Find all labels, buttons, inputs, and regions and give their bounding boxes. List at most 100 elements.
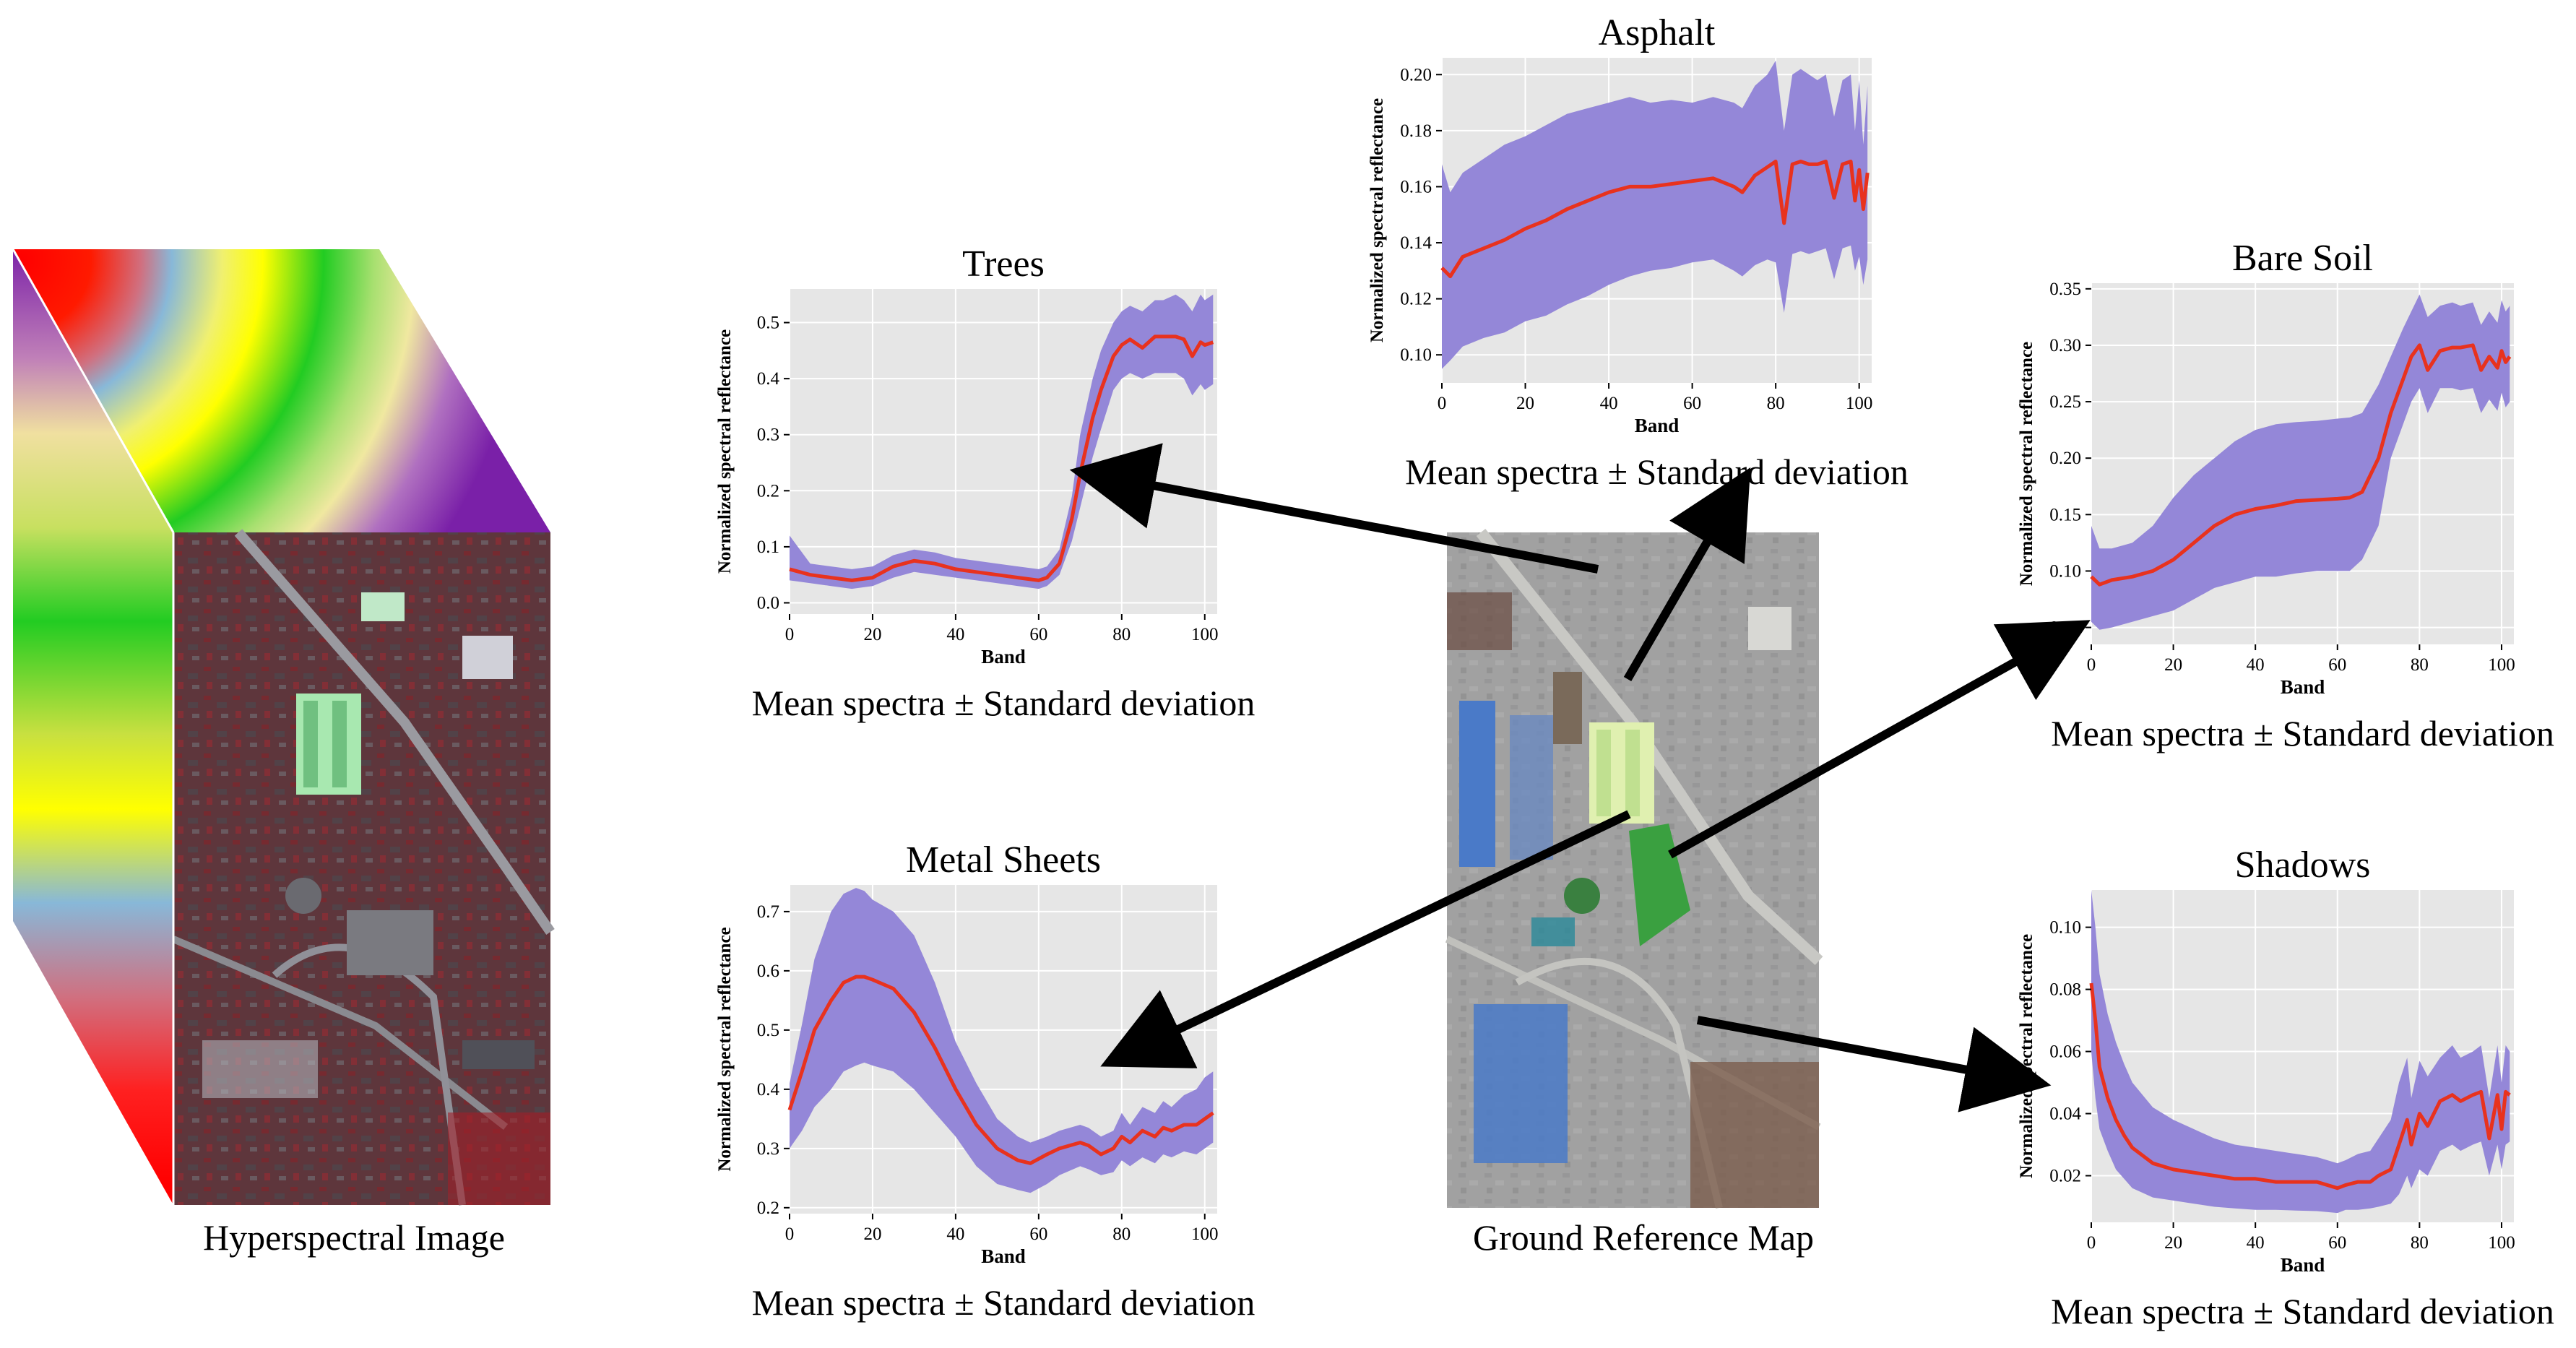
y-axis-label: Normalized spectral reflectance — [715, 927, 735, 1171]
x-tick-label: 100 — [1191, 1224, 1219, 1244]
y-tick-label: 0.2 — [757, 481, 779, 501]
y-tick-label: 0.5 — [757, 1021, 779, 1040]
ground-map-label: Ground Reference Map — [1473, 1217, 1814, 1258]
y-axis-label: Normalized spectral reflectance — [2017, 934, 2036, 1178]
mean-line — [2089, 982, 2511, 1191]
y-axis-label: Normalized spectral reflectance — [715, 329, 735, 574]
y-axis-label: Normalized spectral reflectance — [2017, 342, 2036, 586]
cube-top-face — [13, 249, 550, 532]
y-tick-label: 0.7 — [757, 902, 779, 922]
x-tick-label: 40 — [2247, 655, 2265, 675]
x-tick-label: 0 — [2087, 655, 2096, 675]
y-tick-label: 0.3 — [757, 425, 779, 445]
std-band — [2091, 890, 2510, 1214]
arrow-to-asphalt — [1623, 467, 1751, 682]
x-tick-label: 40 — [2247, 1233, 2265, 1253]
y-tick-label: 0.25 — [2049, 392, 2081, 412]
y-tick-label: 0.12 — [1400, 290, 1432, 309]
x-tick-label: 80 — [1112, 1224, 1131, 1244]
chart-title: Trees — [962, 243, 1045, 285]
x-tick-label: 60 — [1029, 1224, 1047, 1244]
hyperspectral-cube — [12, 249, 555, 1206]
std-band — [790, 888, 1214, 1193]
x-tick-label: 20 — [2164, 1233, 2182, 1253]
x-tick-label: 100 — [1191, 625, 1219, 644]
x-tick-label: 40 — [946, 1224, 964, 1244]
x-tick-label: 20 — [863, 1224, 881, 1244]
y-tick-label: 0.6 — [757, 962, 779, 981]
y-tick-label: 0.15 — [2049, 505, 2081, 524]
x-tick-label: 60 — [1029, 625, 1047, 644]
y-tick-label: 0.06 — [2049, 1042, 2081, 1062]
x-tick-label: 80 — [1767, 394, 1785, 413]
x-tick-label: 80 — [2411, 655, 2429, 675]
x-tick-label: 100 — [2488, 655, 2515, 675]
chart-asphalt: 0 20 40 60 80 100 0.10 0.12 0.14 0.16 0.18 0.20 Asph… — [1367, 12, 1909, 492]
y-tick-label: 0.3 — [757, 1139, 779, 1159]
y-tick-label: 0.0 — [757, 593, 779, 613]
y-tick-label: 0.04 — [2049, 1105, 2081, 1124]
x-axis-label: Band — [1635, 415, 1680, 436]
y-tick-label: 0.30 — [2049, 336, 2081, 355]
y-tick-label: 0.14 — [1400, 233, 1432, 253]
y-tick-label: 0.10 — [2049, 918, 2081, 938]
x-tick-label: 0 — [1438, 394, 1447, 413]
arrow-to-trees — [1069, 443, 1599, 574]
chart-caption: Mean spectra ± Standard deviation — [1405, 452, 1909, 492]
x-tick-label: 20 — [1516, 394, 1534, 413]
chart-caption: Mean spectra ± Standard deviation — [2051, 713, 2554, 753]
x-tick-label: 0 — [785, 625, 795, 644]
y-axis-label: Normalized spectral reflectance — [1367, 98, 1387, 342]
mean-line — [2090, 343, 2512, 587]
y-tick-label: 0.4 — [757, 1080, 780, 1099]
cube-front-aerial-image — [172, 529, 555, 1206]
chart-title: Metal Sheets — [906, 839, 1101, 881]
x-tick-label: 0 — [2087, 1233, 2096, 1253]
x-axis-label: Band — [981, 1245, 1026, 1267]
y-tick-label: 0.2 — [757, 1198, 779, 1218]
x-tick-label: 80 — [1112, 625, 1131, 644]
y-tick-label: 0.05 — [2049, 618, 2081, 638]
y-tick-label: 0.1 — [757, 537, 779, 557]
y-tick-label: 0.18 — [1400, 121, 1432, 141]
cube-side-face — [13, 249, 173, 1205]
x-tick-label: 60 — [2328, 1233, 2346, 1253]
chart-trees: 0 20 40 60 80 100 0.0 0.1 0.2 0.3 0.4 0.5 Trees Band N… — [715, 243, 1255, 723]
mean-line — [1440, 160, 1870, 279]
x-tick-label: 40 — [1600, 394, 1618, 413]
chart-caption: Mean spectra ± Standard deviation — [2051, 1291, 2554, 1331]
y-tick-label: 0.5 — [757, 314, 779, 333]
chart-caption: Mean spectra ± Standard deviation — [752, 1282, 1255, 1323]
x-tick-label: 80 — [2411, 1233, 2429, 1253]
x-tick-label: 100 — [2488, 1233, 2515, 1253]
mean-line — [787, 975, 1214, 1165]
x-axis-label: Band — [981, 646, 1026, 667]
y-tick-label: 0.20 — [1400, 65, 1432, 85]
chart-shadows: 0 20 40 60 80 100 0.02 0.04 0.06 0.08 0.10 Shadows B… — [2017, 844, 2554, 1331]
x-axis-label: Band — [2281, 676, 2325, 698]
hyperspectral-label: Hyperspectral Image — [203, 1217, 505, 1258]
y-tick-label: 0.08 — [2049, 980, 2081, 1000]
y-tick-label: 0.20 — [2049, 449, 2081, 468]
chart-caption: Mean spectra ± Standard deviation — [752, 683, 1255, 723]
x-tick-label: 100 — [1846, 394, 1873, 413]
std-band — [1442, 60, 1868, 369]
arrow-to-metal-sheets — [1100, 810, 1631, 1068]
y-tick-label: 0.35 — [2049, 280, 2081, 299]
x-axis-label: Band — [2281, 1254, 2325, 1276]
chart-bare-soil: 0 20 40 60 80 100 0.05 0.10 0.15 0.20 0.25 0.30 0.35… — [2017, 238, 2554, 753]
y-tick-label: 0.16 — [1400, 177, 1432, 196]
chart-title: Bare Soil — [2232, 238, 2373, 279]
arrows — [1069, 443, 2091, 1112]
x-tick-label: 60 — [2328, 655, 2346, 675]
chart-title: Asphalt — [1599, 12, 1716, 53]
x-tick-label: 20 — [863, 625, 881, 644]
x-tick-label: 60 — [1683, 394, 1701, 413]
y-tick-label: 0.4 — [757, 369, 780, 389]
y-tick-label: 0.10 — [1400, 345, 1432, 365]
y-tick-label: 0.02 — [2049, 1167, 2081, 1186]
x-tick-label: 40 — [946, 625, 964, 644]
x-tick-label: 20 — [2164, 655, 2182, 675]
